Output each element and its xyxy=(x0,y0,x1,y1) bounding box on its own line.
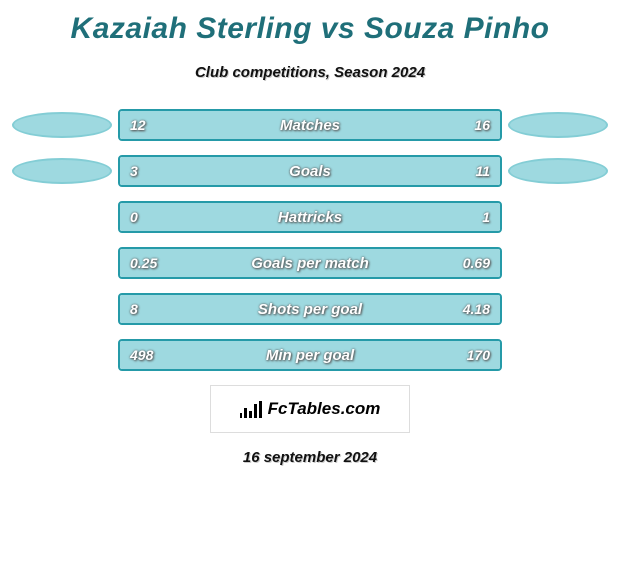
bar-right-fill xyxy=(215,249,500,277)
bar-track: Goals per match0.250.69 xyxy=(118,247,502,279)
bar-track: Hattricks01 xyxy=(118,201,502,233)
stat-row: Goals per match0.250.69 xyxy=(10,247,610,279)
bar-chart-icon xyxy=(240,400,262,418)
bar-track: Shots per goal84.18 xyxy=(118,293,502,325)
bar-track: Matches1216 xyxy=(118,109,502,141)
bar-left-fill xyxy=(120,111,272,139)
bar-track: Min per goal498170 xyxy=(118,339,502,371)
stat-row: Hattricks01 xyxy=(10,201,610,233)
ellipse-icon xyxy=(12,112,112,138)
bar-right-fill xyxy=(188,203,500,231)
bar-left-fill xyxy=(120,341,390,369)
bar-left-fill xyxy=(120,203,188,231)
bar-left-fill xyxy=(120,295,371,323)
bar-right-fill xyxy=(371,295,500,323)
player-right-marker xyxy=(502,342,610,368)
player-right-marker xyxy=(502,296,610,322)
footer-date: 16 september 2024 xyxy=(0,449,620,466)
bar-track: Goals311 xyxy=(118,155,502,187)
stat-row: Goals311 xyxy=(10,155,610,187)
bar-left-fill xyxy=(120,249,215,277)
ellipse-icon xyxy=(508,112,608,138)
bar-right-fill xyxy=(188,157,500,185)
bar-right-fill xyxy=(272,111,500,139)
logo-box: FcTables.com xyxy=(210,385,410,433)
page-title: Kazaiah Sterling vs Souza Pinho xyxy=(0,0,620,46)
stat-row: Min per goal498170 xyxy=(10,339,610,371)
player-left-marker xyxy=(10,158,118,184)
stat-row: Shots per goal84.18 xyxy=(10,293,610,325)
player-left-marker xyxy=(10,250,118,276)
player-right-marker xyxy=(502,204,610,230)
player-left-marker xyxy=(10,296,118,322)
player-right-marker xyxy=(502,158,610,184)
subtitle: Club competitions, Season 2024 xyxy=(0,64,620,81)
ellipse-icon xyxy=(12,158,112,184)
player-left-marker xyxy=(10,342,118,368)
player-right-marker xyxy=(502,112,610,138)
stat-row: Matches1216 xyxy=(10,109,610,141)
player-right-marker xyxy=(502,250,610,276)
player-left-marker xyxy=(10,112,118,138)
comparison-chart: Matches1216 Goals311 Hattricks01 Goals per … xyxy=(0,109,620,371)
bar-left-fill xyxy=(120,157,188,185)
bar-right-fill xyxy=(390,341,500,369)
player-left-marker xyxy=(10,204,118,230)
ellipse-icon xyxy=(508,158,608,184)
logo-text: FcTables.com xyxy=(268,399,381,419)
